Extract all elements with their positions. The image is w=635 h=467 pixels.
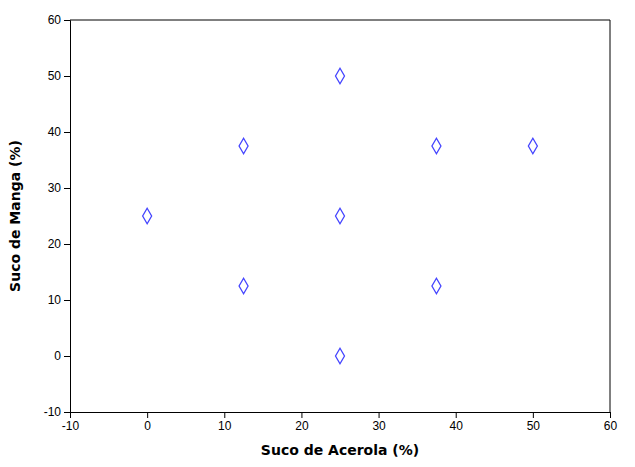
y-tick-mark <box>64 188 70 189</box>
y-tick-mark <box>64 76 70 77</box>
y-tick: 40 <box>48 125 70 139</box>
plot-area: -10 0 10 20 30 40 50 60 -10 0 10 20 30 40 50 60 <box>44 13 618 432</box>
y-tick-label: 50 <box>48 69 62 83</box>
x-tick-label: 10 <box>218 419 232 433</box>
x-tick-label: 60 <box>604 419 618 433</box>
y-tick: 20 <box>48 237 70 251</box>
x-tick-mark <box>147 412 148 418</box>
x-tick-label: 0 <box>144 419 151 433</box>
points <box>143 68 538 364</box>
x-tick-label: 40 <box>450 419 464 433</box>
y-axis-title: Suco de Manga (%) <box>7 140 23 292</box>
x-tick: 50 <box>527 412 541 433</box>
y-tick: -10 <box>44 405 70 419</box>
x-tick-mark <box>379 412 380 418</box>
y-tick: 30 <box>48 181 70 195</box>
plot-frame-right <box>610 20 611 412</box>
y-tick-label: 30 <box>48 181 62 195</box>
x-tick: -10 <box>62 412 80 433</box>
y-tick-mark <box>64 132 70 133</box>
scatter-point <box>239 138 248 154</box>
y-tick-mark <box>64 412 70 413</box>
scatter-point <box>432 138 441 154</box>
y-tick-label: -10 <box>44 405 62 419</box>
x-tick-mark <box>301 412 302 418</box>
y-tick-mark <box>64 20 70 21</box>
x-tick: 60 <box>604 412 618 433</box>
x-tick-label: 20 <box>295 419 309 433</box>
y-tick-label: 10 <box>48 293 62 307</box>
x-tick-mark <box>456 412 457 418</box>
y-axis: -10 0 10 20 30 40 50 60 <box>44 13 71 419</box>
y-tick-mark <box>64 244 70 245</box>
scatter-point <box>336 68 345 84</box>
y-tick: 60 <box>48 13 70 27</box>
y-tick-label: 20 <box>48 237 62 251</box>
y-tick-label: 0 <box>54 349 61 363</box>
scatter-point <box>528 138 537 154</box>
x-tick-mark <box>610 412 611 418</box>
y-tick: 10 <box>48 293 70 307</box>
x-tick: 40 <box>450 412 464 433</box>
scatter-point <box>239 278 248 294</box>
x-tick: 30 <box>372 412 386 433</box>
scatter-point <box>143 208 152 224</box>
x-axis: -10 0 10 20 30 40 50 60 <box>62 412 618 433</box>
y-tick-label: 40 <box>48 125 62 139</box>
y-tick: 50 <box>48 69 70 83</box>
chart-svg: -10 0 10 20 30 40 50 60 -10 0 10 20 30 40 50 60 Suco de … <box>0 0 635 467</box>
x-tick-label: 50 <box>527 419 541 433</box>
x-tick: 20 <box>295 412 309 433</box>
y-tick-label: 60 <box>48 13 62 27</box>
y-axis-line <box>64 21 71 413</box>
x-tick-label: -10 <box>62 419 80 433</box>
x-tick-label: 30 <box>372 419 386 433</box>
scatter-point <box>432 278 441 294</box>
x-axis-line <box>71 413 611 419</box>
x-tick-mark <box>224 412 225 418</box>
x-tick: 0 <box>144 412 151 433</box>
chart-container: -10 0 10 20 30 40 50 60 -10 0 10 20 30 40 50 60 Suco de … <box>0 0 635 467</box>
x-tick-mark <box>533 412 534 418</box>
plot-frame-top <box>70 20 610 21</box>
scatter-point <box>336 208 345 224</box>
y-tick-mark <box>64 300 70 301</box>
scatter-point <box>336 348 345 364</box>
y-tick: 0 <box>54 349 70 363</box>
y-tick-mark <box>64 356 70 357</box>
x-tick: 10 <box>218 412 232 433</box>
x-axis-title: Suco de Acerola (%) <box>261 442 419 458</box>
